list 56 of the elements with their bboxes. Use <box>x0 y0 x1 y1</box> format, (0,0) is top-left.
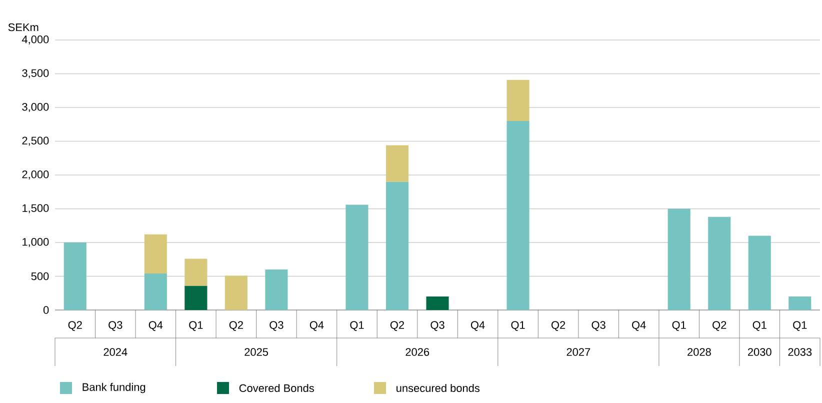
x-tick-label: Q4 <box>632 321 646 331</box>
legend-label: Covered Bonds <box>239 384 314 392</box>
bar <box>184 286 208 310</box>
x-tick-label: Q2 <box>68 321 82 331</box>
bar <box>506 80 530 121</box>
legend-label: Bank funding <box>82 382 146 394</box>
y-tick-label: 4,000 <box>22 35 49 45</box>
x-tick-label: Q1 <box>672 321 686 331</box>
bar <box>748 236 771 310</box>
legend-label: unsecured bonds <box>396 384 480 392</box>
x-tick-label: Q3 <box>270 321 284 331</box>
bar <box>144 274 167 310</box>
x-tick-label: Q4 <box>148 321 163 331</box>
y-tick-label: 0 <box>43 306 49 314</box>
bar <box>386 145 409 182</box>
bar <box>668 208 690 310</box>
x-tick-label: Q2 <box>229 321 243 331</box>
text: 2028 <box>688 348 711 356</box>
y-axis-title: SEKm <box>8 23 38 32</box>
bar <box>265 270 288 310</box>
x-tick-label: Q3 <box>430 321 444 331</box>
bar <box>788 296 812 310</box>
bar <box>506 121 530 310</box>
bar <box>184 258 208 286</box>
x-tick-label: Q1 <box>189 321 203 331</box>
x-tick-label: Q3 <box>592 321 606 331</box>
text: 2033 <box>788 348 812 356</box>
x-tick-label: Q4 <box>310 321 324 331</box>
y-tick-label: 1,000 <box>22 238 49 248</box>
bar <box>708 216 731 310</box>
text: 2027 <box>566 348 590 356</box>
bar <box>224 276 248 310</box>
text: 2030 <box>748 348 772 356</box>
bar <box>144 234 167 274</box>
bar <box>346 204 368 310</box>
x-tick-label: Q4 <box>470 321 485 331</box>
y-tick-label: 3,500 <box>22 69 49 78</box>
x-tick-label: Q2 <box>390 321 404 331</box>
x-tick-label: Q1 <box>793 321 807 331</box>
x-tick-label: Q1 <box>350 321 364 331</box>
y-tick-label: 2,000 <box>22 170 49 180</box>
y-tick-label: 3,000 <box>22 102 49 112</box>
text: 2024 <box>104 348 128 356</box>
x-tick-label: Q2 <box>552 321 566 331</box>
y-tick-label: 1,500 <box>22 204 49 214</box>
x-tick-label: Q3 <box>108 321 122 331</box>
y-tick-label: 2,500 <box>22 136 49 146</box>
x-tick-label: Q1 <box>511 321 525 331</box>
bar <box>64 242 86 310</box>
x-tick-label: Q1 <box>752 321 766 331</box>
x-tick-label: Q2 <box>712 321 726 331</box>
text: 2026 <box>406 348 430 356</box>
bar <box>386 182 409 310</box>
bar <box>426 296 449 310</box>
y-tick-label: 500 <box>31 272 49 280</box>
text: 2025 <box>244 348 268 356</box>
